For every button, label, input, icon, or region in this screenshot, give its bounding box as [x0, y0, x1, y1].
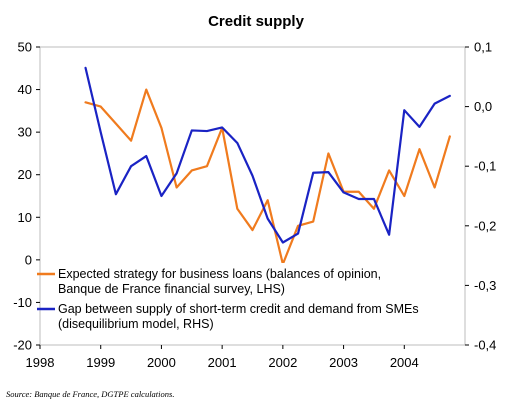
- left-tick-label: 0: [25, 252, 32, 267]
- left-tick-label: 40: [18, 82, 32, 97]
- plot-area-frame: [39, 46, 466, 346]
- x-tick-label: 2004: [390, 355, 419, 370]
- series-line-credit-gap: [84, 66, 451, 244]
- legend-label: Gap between supply of short-term credit …: [58, 302, 419, 316]
- right-tick-label: -0,2: [474, 218, 496, 233]
- source-note: Source: Banque de France, DGTPE calculat…: [6, 389, 174, 399]
- right-tick-label: 0,0: [474, 99, 492, 114]
- legend-label: (disequilibrium model, RHS): [58, 317, 214, 331]
- right-tick-label: -0,3: [474, 278, 496, 293]
- left-tick-label: 10: [18, 210, 32, 225]
- right-tick-label: -0,1: [474, 159, 496, 174]
- x-tick-label: 1998: [26, 355, 55, 370]
- right-tick-label: 0,1: [474, 40, 492, 55]
- x-tick-label: 2001: [208, 355, 237, 370]
- x-tick-label: 2002: [268, 355, 297, 370]
- legend: Expected strategy for business loans (ba…: [37, 263, 419, 336]
- x-tick-label: 1999: [86, 355, 115, 370]
- chart-title: Credit supply: [208, 13, 305, 30]
- x-tick-label: 2000: [147, 355, 176, 370]
- legend-label: Expected strategy for business loans (ba…: [58, 267, 381, 281]
- axes: -20 -10 0 10 20 30 40 50 -0,4 -0,3 -0,2 -0,1 0,0 0,1 1…: [13, 40, 496, 371]
- left-tick-label: 20: [18, 167, 32, 182]
- x-tick-label: 2003: [329, 355, 358, 370]
- left-tick-label: -10: [13, 295, 32, 310]
- legend-label: Banque de France financial survey, LHS): [58, 282, 285, 296]
- legend-box: [42, 263, 400, 336]
- left-tick-label: 30: [18, 125, 32, 140]
- left-tick-label: -20: [13, 338, 32, 353]
- left-tick-label: 50: [18, 40, 32, 55]
- right-tick-label: -0,4: [474, 338, 496, 353]
- series-layer: [84, 66, 451, 266]
- series-line-expected-strategy: [84, 88, 451, 266]
